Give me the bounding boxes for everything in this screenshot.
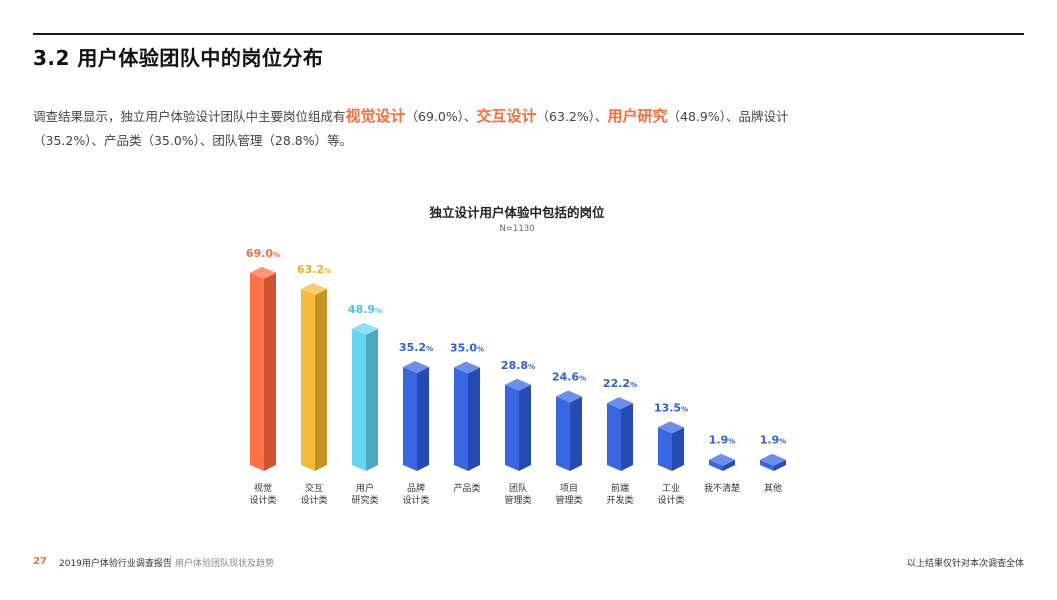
category-label: 项目 (560, 483, 578, 494)
bar-front-face (454, 367, 468, 471)
bar-front-face (556, 396, 570, 471)
chart-sample-size: N=1130 (499, 224, 535, 234)
bar-2 (301, 282, 327, 471)
category-label: 工业 (662, 483, 680, 494)
bar-side-face (723, 459, 735, 471)
category-label: 管理类 (555, 494, 582, 506)
category-label: 管理类 (504, 494, 531, 506)
bar-3 (352, 322, 378, 471)
bar-side-face (621, 403, 633, 471)
summary-highlight: 交互设计 (476, 107, 537, 125)
bar-4 (403, 360, 429, 471)
bar-side-face (417, 366, 429, 471)
bar-top-face (301, 282, 327, 295)
bar-top-face (607, 397, 633, 410)
bar-side-face (264, 272, 276, 471)
bar-front-face (709, 459, 723, 471)
bar-1 (250, 266, 276, 471)
bar-top-face (760, 453, 786, 466)
bar-9 (658, 421, 684, 471)
footer-note: 以上结果仅针对本次调查全体 (906, 559, 1024, 569)
bar-chart: 69.0%视觉设计类63.2%交互设计类48.9%用户研究类35.2%品牌设计类… (246, 247, 787, 506)
value-label: 48.9% (348, 303, 382, 316)
category-label: 我不清楚 (704, 482, 740, 494)
category-label: 其他 (764, 482, 782, 494)
page-title: 3.2 用户体验团队中的岗位分布 (33, 46, 324, 70)
category-label: 设计类 (249, 494, 276, 506)
bar-front-face (505, 384, 519, 471)
category-label: 视觉 (254, 482, 272, 494)
bar-side-face (468, 367, 480, 471)
footer-report-title: 2019用户体验行业调查报告 (59, 559, 172, 569)
bar-front-face (760, 459, 774, 471)
footer-section-name: 用户体验团队现状及趋势 (175, 559, 275, 569)
bar-10 (709, 453, 735, 471)
summary-text: （63.2%）、 (536, 109, 608, 124)
category-label: 设计类 (300, 494, 327, 506)
category-label: 开发类 (606, 494, 633, 506)
value-label: 1.9% (709, 434, 736, 447)
category-label: 设计类 (657, 494, 684, 506)
bar-5 (454, 361, 480, 471)
bar-top-face (709, 453, 735, 466)
bar-side-face (315, 288, 327, 471)
value-label: 13.5% (654, 401, 688, 414)
bar-top-face (658, 421, 684, 434)
summary-highlight: 视觉设计 (345, 107, 406, 125)
bar-top-face (352, 322, 378, 335)
summary-text: 调查结果显示，独立用户体验设计团队中主要岗位组成有 (33, 109, 346, 124)
category-label: 团队 (509, 482, 527, 494)
summary-text: （48.9%）、品牌设计（35.2%）、产品类（35.0%）、团队管理（28.8… (33, 109, 789, 148)
category-label: 品牌 (407, 482, 425, 494)
top-rule (33, 33, 1024, 35)
footer-separator: | (169, 555, 173, 565)
bar-side-face (366, 328, 378, 471)
bar-front-face (250, 272, 264, 471)
bar-side-face (570, 396, 582, 471)
value-label: 63.2% (297, 263, 331, 276)
value-label: 28.8% (501, 359, 535, 372)
bar-11 (760, 453, 786, 471)
bar-front-face (403, 366, 417, 471)
bar-6 (505, 378, 531, 471)
bar-top-face (403, 360, 429, 373)
value-label: 35.2% (399, 341, 433, 354)
bar-side-face (672, 427, 684, 471)
value-label: 24.6% (552, 370, 586, 383)
value-label: 69.0% (246, 247, 280, 260)
bar-top-face (454, 361, 480, 374)
bar-top-face (505, 378, 531, 391)
category-label: 用户 (356, 482, 374, 494)
category-label: 设计类 (402, 494, 429, 506)
summary-paragraph: 调查结果显示，独立用户体验设计团队中主要岗位组成有视觉设计（69.0%）、交互设… (33, 104, 833, 153)
category-label: 前端 (611, 482, 629, 494)
bar-front-face (607, 403, 621, 471)
bar-side-face (774, 459, 786, 471)
bar-top-face (556, 390, 582, 403)
value-label: 22.2% (603, 377, 637, 390)
value-label: 1.9% (760, 434, 787, 447)
bar-front-face (301, 288, 315, 471)
bar-front-face (352, 328, 366, 471)
category-label: 研究类 (351, 494, 378, 506)
value-label: 35.0% (450, 342, 484, 355)
bar-7 (556, 390, 582, 471)
summary-text: （69.0%）、 (405, 109, 477, 124)
category-label: 交互 (305, 482, 323, 494)
bar-top-face (250, 266, 276, 279)
bar-front-face (658, 427, 672, 471)
chart-title: 独立设计用户体验中包括的岗位 (429, 205, 605, 220)
page-number: 27 (33, 556, 47, 567)
bar-8 (607, 397, 633, 471)
category-label: 产品类 (453, 482, 480, 494)
summary-highlight: 用户研究 (607, 107, 668, 125)
bar-side-face (519, 384, 531, 471)
